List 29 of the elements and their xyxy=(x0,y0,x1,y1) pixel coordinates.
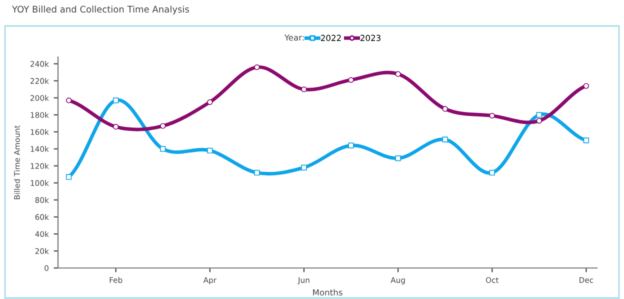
point xyxy=(66,98,72,104)
point xyxy=(113,98,119,104)
legend-label: 2023 xyxy=(360,34,380,42)
point xyxy=(66,174,72,180)
point xyxy=(254,64,260,70)
legend-label: 2022 xyxy=(320,34,341,42)
point xyxy=(207,99,213,105)
legend-title: Year: xyxy=(284,34,304,41)
point xyxy=(489,170,495,176)
point xyxy=(301,164,307,170)
point xyxy=(583,138,590,144)
point xyxy=(160,123,166,129)
point xyxy=(536,118,542,124)
point xyxy=(583,83,590,89)
point xyxy=(348,142,354,148)
point xyxy=(442,106,448,112)
point xyxy=(442,136,448,142)
point xyxy=(301,86,307,92)
point xyxy=(207,148,213,154)
chart-title: YOY Billed and Collection Time Analysis xyxy=(12,6,189,14)
point xyxy=(160,146,166,152)
point xyxy=(395,155,401,162)
x-axis-title: Months xyxy=(313,289,342,296)
point xyxy=(348,77,354,83)
point xyxy=(536,112,542,118)
point xyxy=(113,124,119,130)
point xyxy=(489,112,495,119)
point xyxy=(395,71,401,77)
point xyxy=(254,170,260,176)
